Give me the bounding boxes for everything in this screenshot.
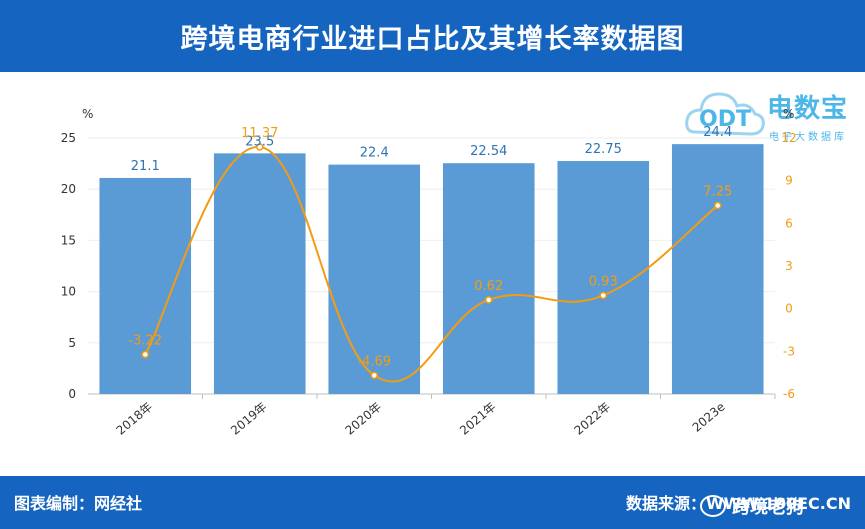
bar-value-label: 21.1	[131, 159, 160, 174]
growth-rate-point	[370, 371, 378, 380]
bar	[442, 163, 535, 394]
left-axis-tick: 20	[61, 182, 76, 196]
bar	[99, 177, 192, 394]
left-axis-tick: 10	[61, 285, 76, 299]
left-axis-tick: 15	[61, 233, 76, 247]
left-axis-unit: %	[82, 107, 93, 121]
bar-value-label: 22.4	[360, 146, 389, 161]
right-axis-tick: -3	[783, 344, 795, 358]
right-axis-tick: 0	[785, 302, 793, 316]
left-axis-tick: 5	[68, 336, 76, 350]
chart-header: 跨境电商行业进口占比及其增长率数据图	[0, 0, 865, 72]
logo-tagline: 电子大数据库	[769, 132, 847, 143]
bar-value-label: 22.54	[470, 144, 507, 159]
x-axis-tick-label: 2020年	[343, 400, 385, 438]
line-value-label: 7.25	[703, 185, 732, 200]
line-value-label: 0.93	[589, 274, 618, 289]
growth-rate-point	[141, 350, 149, 359]
line-value-label: -4.69	[357, 354, 391, 369]
line-value-label: 0.62	[474, 279, 503, 294]
x-axis-tick-label: 2022年	[572, 400, 614, 438]
combo-chart: % % 0 5 10 15 20 25 -6 -3 0 3 6 9 12 2018年 2019年 2020…	[61, 107, 797, 438]
right-axis-tick: 6	[785, 216, 793, 230]
bar	[328, 164, 421, 394]
bar	[671, 144, 764, 394]
watermark-text: 跨境老狗	[732, 497, 804, 518]
cloud-icon	[685, 92, 765, 136]
left-axis-tick: 0	[68, 387, 76, 401]
x-axis-tick-label: 2021年	[457, 400, 499, 438]
right-axis-unit: %	[783, 107, 794, 121]
line-value-label: -3.22	[128, 333, 162, 348]
x-axis-tick-label: 2023e	[690, 400, 728, 435]
brand-logo: ODT 电数宝 电子大数据库	[685, 80, 865, 146]
chart-footer: 图表编制：网经社 数据来源：WWW.100EC.CN	[0, 476, 865, 529]
bar-value-label: 24.4	[703, 125, 732, 140]
growth-rate-point	[714, 201, 722, 210]
logo-brand: 电数宝	[767, 94, 849, 124]
left-axis-tick: 25	[61, 131, 76, 145]
logo-abbr: ODT	[699, 107, 751, 132]
footer-source: 数据来源：WWW.100EC.CN	[625, 494, 851, 513]
bar-value-label: 23.5	[245, 134, 274, 149]
right-axis-tick: -6	[783, 387, 795, 401]
bar-value-label: 22.75	[585, 142, 622, 157]
wechat-icon	[700, 495, 726, 517]
bar	[213, 153, 306, 394]
x-axis-tick-label: 2018年	[114, 400, 156, 438]
growth-rate-point	[485, 296, 493, 304]
right-axis-tick: 3	[785, 259, 793, 273]
x-axis-tick-label: 2019年	[228, 400, 270, 438]
chart-title: 跨境电商行业进口占比及其增长率数据图	[180, 23, 685, 55]
right-axis-tick: 9	[785, 174, 793, 188]
line-value-label: 11.37	[241, 126, 278, 141]
growth-rate-point	[256, 143, 264, 151]
right-axis-tick: 12	[781, 131, 796, 145]
footer-credit: 图表编制：网经社	[14, 494, 143, 513]
growth-rate-point	[599, 291, 607, 300]
watermark: 跨境老狗	[700, 493, 804, 519]
